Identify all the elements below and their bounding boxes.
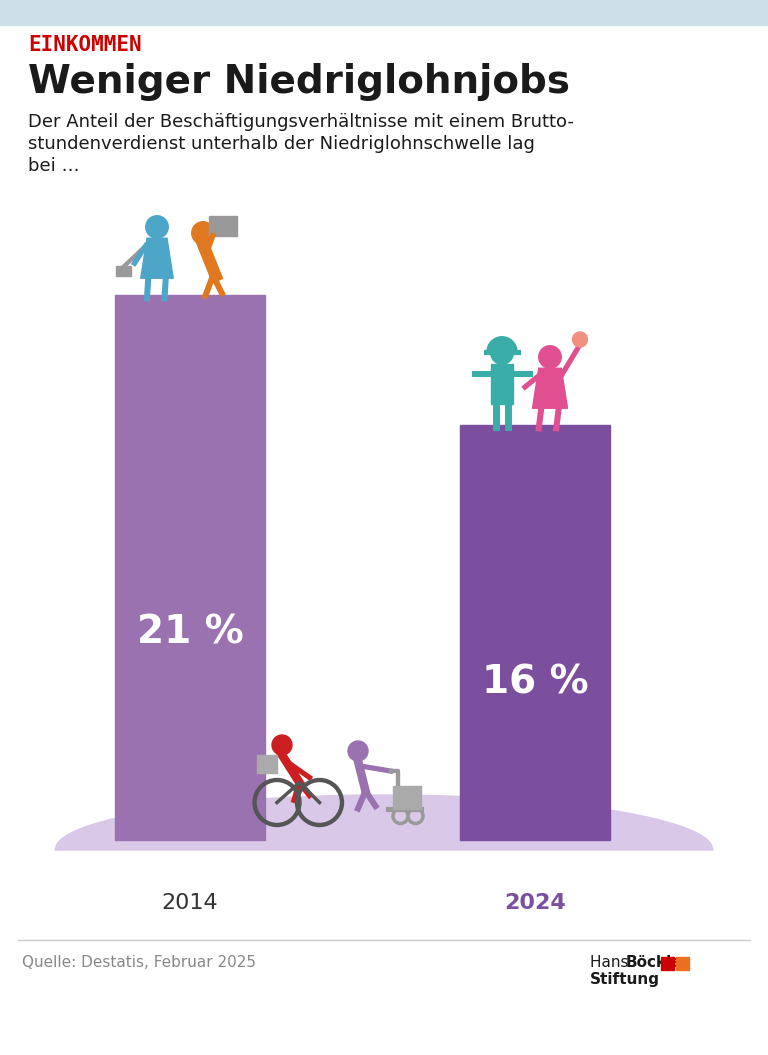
Text: Quelle: Destatis, Februar 2025: Quelle: Destatis, Februar 2025 [22, 955, 256, 970]
Circle shape [146, 216, 168, 238]
Circle shape [348, 741, 368, 761]
Text: Weniger Niedriglohnjobs: Weniger Niedriglohnjobs [28, 63, 570, 101]
Text: Hans: Hans [590, 955, 634, 970]
Polygon shape [532, 368, 568, 408]
Bar [676, 957, 689, 970]
Polygon shape [141, 238, 174, 279]
Bar [116, 266, 131, 275]
Text: 2014: 2014 [162, 893, 218, 913]
Bar [257, 755, 277, 772]
Text: bei …: bei … [28, 157, 80, 175]
Text: 16 %: 16 % [482, 664, 588, 702]
Circle shape [572, 332, 588, 347]
Polygon shape [55, 795, 713, 850]
Text: Stiftung: Stiftung [590, 972, 660, 987]
Bar [460, 425, 610, 840]
Text: Der Anteil der Beschäftigungsverhältnisse mit einem Brutto-: Der Anteil der Beschäftigungsverhältniss… [28, 113, 574, 131]
Bar [491, 364, 513, 404]
Bar [661, 957, 674, 970]
Bar [0, 0, 768, 25]
Circle shape [538, 346, 561, 368]
Text: 21 %: 21 % [137, 614, 243, 652]
Text: stundenverdienst unterhalb der Niedriglohnschwelle lag: stundenverdienst unterhalb der Niedriglo… [28, 135, 535, 153]
Circle shape [192, 222, 214, 245]
Text: 2024: 2024 [504, 893, 566, 913]
FancyBboxPatch shape [209, 215, 237, 235]
Text: Böckler: Böckler [626, 955, 690, 970]
Text: EINKOMMEN: EINKOMMEN [28, 35, 141, 55]
Bar [115, 295, 265, 840]
Circle shape [491, 342, 513, 364]
Circle shape [272, 735, 292, 755]
Bar [393, 786, 421, 808]
Wedge shape [487, 337, 517, 351]
